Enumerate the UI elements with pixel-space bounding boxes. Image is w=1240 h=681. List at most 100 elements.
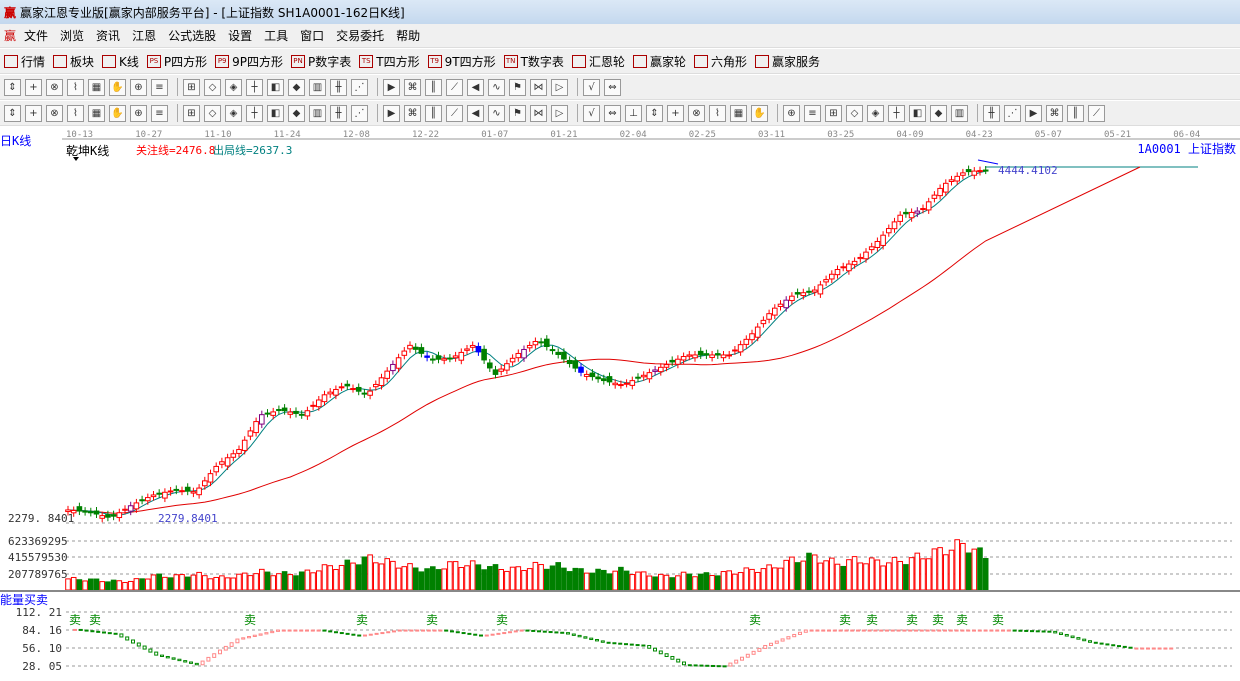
tool-icon[interactable]: ⌇: [67, 78, 84, 96]
tool-icon[interactable]: ⋰: [1004, 104, 1021, 122]
tool-icon[interactable]: ⋰: [351, 104, 368, 122]
tool-icon[interactable]: ⟋: [446, 104, 463, 122]
toolbar-button[interactable]: PN P数字表: [291, 53, 351, 70]
toolbar-button[interactable]: K线: [102, 53, 139, 70]
menu-item[interactable]: 设置: [228, 29, 253, 43]
tool-icon[interactable]: ⋈: [530, 104, 547, 122]
tool-icon[interactable]: ⇔: [604, 104, 621, 122]
tool-icon[interactable]: ▥: [309, 78, 326, 96]
tool-icon[interactable]: ⊗: [46, 104, 63, 122]
tool-icon[interactable]: ◧: [267, 104, 284, 122]
toolbar-button[interactable]: PS P四方形: [146, 53, 207, 70]
toolbar-button[interactable]: 板块: [53, 53, 94, 70]
tool-icon[interactable]: ⊗: [688, 104, 705, 122]
tool-icon[interactable]: ⇕: [646, 104, 663, 122]
tool-icon[interactable]: ⚑: [509, 104, 526, 122]
kline-chart[interactable]: 10-13 10-27 11-10 11-24 12-08 12-22 01-07 01-21…: [0, 127, 1240, 681]
menu-item[interactable]: 工具: [264, 29, 289, 43]
tool-icon[interactable]: ✋: [751, 104, 768, 122]
tool-icon[interactable]: ◧: [909, 104, 926, 122]
toolbar-button[interactable]: 赢家服务: [754, 53, 820, 70]
tool-icon[interactable]: ┼: [888, 104, 905, 122]
tool-icon[interactable]: ⊕: [783, 104, 800, 122]
menu-item[interactable]: 江恩: [132, 29, 157, 43]
menu-item[interactable]: 文件: [24, 29, 49, 43]
tool-icon[interactable]: ▦: [88, 78, 105, 96]
tool-icon[interactable]: ◈: [225, 78, 242, 96]
toolbar-button[interactable]: 赢家轮: [632, 53, 686, 70]
toolbar-button[interactable]: 汇恩轮: [571, 53, 625, 70]
tool-icon[interactable]: ✋: [109, 78, 126, 96]
tool-icon[interactable]: ⌘: [1046, 104, 1063, 122]
tool-icon[interactable]: ▷: [551, 78, 568, 96]
tool-icon[interactable]: ≡: [151, 78, 168, 96]
menu-item[interactable]: 公式选股: [168, 29, 217, 43]
tool-icon[interactable]: +: [25, 104, 42, 122]
tool-icon[interactable]: √: [583, 104, 600, 122]
tool-icon[interactable]: ◆: [288, 78, 305, 96]
menu-item[interactable]: 资讯: [96, 29, 121, 43]
tool-icon[interactable]: ╫: [330, 104, 347, 122]
tool-icon[interactable]: ◧: [267, 78, 284, 96]
tool-icon[interactable]: ◀: [467, 104, 484, 122]
tool-icon[interactable]: ◈: [867, 104, 884, 122]
toolbar-button[interactable]: TS T四方形: [359, 53, 420, 70]
tool-icon[interactable]: ⊥: [625, 104, 642, 122]
tool-icon[interactable]: ✋: [109, 104, 126, 122]
tool-icon[interactable]: ▶: [383, 78, 400, 96]
tool-icon[interactable]: ╫: [330, 78, 347, 96]
menu-item[interactable]: 帮助: [396, 29, 421, 43]
tool-icon[interactable]: ┼: [246, 104, 263, 122]
toolbar-button[interactable]: TN T数字表: [503, 53, 564, 70]
tool-icon[interactable]: ⊞: [825, 104, 842, 122]
tool-icon[interactable]: ║: [425, 104, 442, 122]
tool-icon[interactable]: ⌘: [404, 78, 421, 96]
tool-icon[interactable]: ⊗: [46, 78, 63, 96]
tool-icon[interactable]: ∿: [488, 104, 505, 122]
tool-icon[interactable]: ⟋: [446, 78, 463, 96]
tool-icon[interactable]: ⌇: [67, 104, 84, 122]
tool-icon[interactable]: ▶: [383, 104, 400, 122]
tool-icon[interactable]: ▷: [551, 104, 568, 122]
toolbar-button[interactable]: 六角形: [693, 53, 747, 70]
tool-icon[interactable]: ◇: [204, 78, 221, 96]
tool-icon[interactable]: ⊕: [130, 78, 147, 96]
tool-icon[interactable]: ⊕: [130, 104, 147, 122]
tool-icon[interactable]: ┼: [246, 78, 263, 96]
tool-icon[interactable]: ▦: [88, 104, 105, 122]
menu-item[interactable]: 交易委托: [336, 29, 385, 43]
tool-icon[interactable]: ⟋: [1088, 104, 1105, 122]
tool-icon[interactable]: ⋈: [530, 78, 547, 96]
tool-icon[interactable]: +: [25, 78, 42, 96]
tool-icon[interactable]: ▥: [309, 104, 326, 122]
tool-icon[interactable]: ⊞: [183, 104, 200, 122]
menu-item[interactable]: 浏览: [60, 29, 85, 43]
tool-icon[interactable]: ⇕: [4, 78, 21, 96]
toolbar-button[interactable]: 行情: [4, 53, 45, 70]
tool-icon[interactable]: ⇔: [604, 78, 621, 96]
tool-icon[interactable]: +: [667, 104, 684, 122]
toolbar-button[interactable]: T9 9T四方形: [427, 53, 496, 70]
tool-icon[interactable]: ≡: [151, 104, 168, 122]
tool-icon[interactable]: √: [583, 78, 600, 96]
tool-icon[interactable]: ▦: [730, 104, 747, 122]
tool-icon[interactable]: ▥: [951, 104, 968, 122]
tool-icon[interactable]: ║: [1067, 104, 1084, 122]
tool-icon[interactable]: ◈: [225, 104, 242, 122]
toolbar-button[interactable]: P9 9P四方形: [215, 53, 283, 70]
tool-icon[interactable]: ⌘: [404, 104, 421, 122]
tool-icon[interactable]: ⇕: [4, 104, 21, 122]
tool-icon[interactable]: ≡: [804, 104, 821, 122]
tool-icon[interactable]: ∿: [488, 78, 505, 96]
tool-icon[interactable]: ║: [425, 78, 442, 96]
tool-icon[interactable]: ⌇: [709, 104, 726, 122]
tool-icon[interactable]: ◀: [467, 78, 484, 96]
menu-item[interactable]: 窗口: [300, 29, 325, 43]
tool-icon[interactable]: ⋰: [351, 78, 368, 96]
tool-icon[interactable]: ⊞: [183, 78, 200, 96]
tool-icon[interactable]: ▶: [1025, 104, 1042, 122]
tool-icon[interactable]: ◆: [288, 104, 305, 122]
tool-icon[interactable]: ◆: [930, 104, 947, 122]
tool-icon[interactable]: ◇: [204, 104, 221, 122]
tool-icon[interactable]: ╫: [983, 104, 1000, 122]
